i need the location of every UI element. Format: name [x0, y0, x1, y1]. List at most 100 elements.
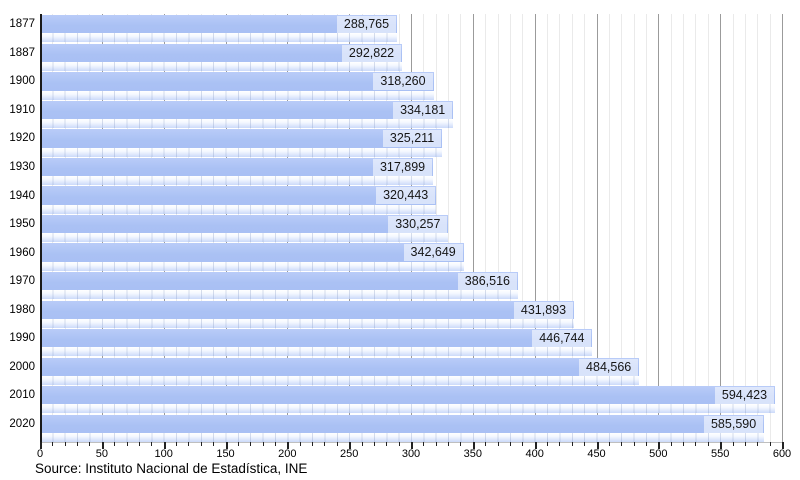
x-tick-major	[472, 442, 475, 449]
x-tick-label-350: 350	[463, 448, 483, 460]
x-tick-label-100: 100	[154, 448, 173, 460]
value-label: 334,181	[393, 101, 453, 119]
x-tick-label-200: 200	[278, 448, 297, 460]
gridline-minor	[683, 14, 685, 442]
value-label: 330,257	[388, 215, 448, 233]
x-tick-major	[40, 442, 42, 449]
bar-gloss	[40, 204, 437, 214]
x-tick-minor	[621, 442, 623, 446]
bar-1980: 431,893	[40, 300, 575, 328]
gridline-minor	[608, 14, 610, 442]
bar-body: 317,899	[40, 157, 434, 177]
gridline-minor	[509, 14, 511, 442]
x-tick-minor	[312, 442, 314, 446]
x-tick-major	[101, 442, 104, 449]
bar-gloss	[40, 233, 449, 243]
x-tick-minor	[460, 442, 462, 446]
value-label: 318,260	[373, 73, 433, 91]
x-tick-minor	[77, 442, 79, 446]
x-tick-label-250: 250	[339, 448, 359, 460]
gridline-major	[472, 14, 474, 442]
year-label-1980: 1980	[9, 303, 35, 316]
gridline-minor	[732, 14, 734, 442]
bar-gloss	[40, 176, 434, 186]
gridline-major	[534, 14, 536, 442]
bar-gloss	[40, 432, 765, 442]
x-tick-label-500: 500	[649, 448, 668, 460]
bar-gloss	[40, 62, 403, 72]
x-tick-minor	[262, 442, 264, 446]
x-tick-minor	[645, 442, 647, 446]
x-tick-major	[596, 442, 599, 449]
bar-1940: 320,443	[40, 186, 437, 214]
bar-gloss	[40, 318, 575, 328]
bar-body: 431,893	[40, 300, 575, 319]
bar-1970: 386,516	[40, 272, 518, 300]
value-label: 585,590	[703, 415, 764, 433]
x-tick-minor	[584, 442, 586, 446]
x-tick-minor	[683, 442, 685, 446]
plot-area: 288,765 292,822 318,260 334,181 325,211 317,8…	[40, 14, 783, 442]
bar-gloss	[40, 347, 593, 357]
bar-body: 386,516	[40, 272, 518, 291]
bar-body: 292,822	[40, 43, 403, 63]
bar-gloss	[40, 404, 776, 414]
x-tick-major	[349, 442, 352, 449]
bar-1990: 446,744	[40, 329, 593, 357]
x-tick-minor	[138, 442, 140, 446]
x-tick-minor	[608, 442, 610, 446]
x-tick-minor	[237, 442, 239, 446]
source-caption: Source: Instituto Nacional de Estadístic…	[35, 461, 308, 476]
x-tick-minor	[361, 442, 363, 446]
bar-gloss	[40, 33, 398, 43]
year-label-2010: 2010	[9, 389, 35, 402]
x-tick-minor	[633, 442, 635, 446]
x-tick-minor	[151, 442, 153, 446]
bar-1887: 292,822	[40, 43, 403, 72]
value-label: 325,211	[382, 130, 442, 148]
year-label-1877: 1877	[9, 18, 35, 31]
value-label: 386,516	[457, 273, 517, 290]
bar-1910: 334,181	[40, 100, 454, 129]
x-tick-major	[163, 442, 166, 449]
x-tick-minor	[670, 442, 672, 446]
x-tick-minor	[373, 442, 375, 446]
gridline-minor	[695, 14, 697, 442]
gridline-minor	[744, 14, 746, 442]
x-tick-major	[287, 442, 290, 449]
value-label: 317,899	[372, 158, 433, 176]
gridline-major	[658, 14, 660, 442]
value-label: 320,443	[376, 187, 436, 205]
x-tick-minor	[769, 442, 771, 446]
x-tick-minor	[448, 442, 450, 446]
x-tick-minor	[744, 442, 746, 446]
x-tick-minor	[336, 442, 338, 446]
bar-gloss	[40, 261, 464, 271]
gridline-minor	[522, 14, 524, 442]
bar-body: 484,566	[40, 357, 640, 376]
bar-body: 320,443	[40, 186, 437, 205]
x-tick-label-600: 600	[772, 448, 792, 460]
gridline-major	[782, 14, 783, 442]
x-tick-minor	[423, 442, 425, 446]
x-tick-label-0: 0	[36, 448, 44, 460]
value-label: 431,893	[513, 301, 574, 319]
bar-1900: 318,260	[40, 72, 434, 100]
value-label: 342,649	[403, 244, 463, 262]
bar-1920: 325,211	[40, 129, 443, 157]
x-tick-minor	[398, 442, 400, 446]
x-tick-minor	[509, 442, 511, 446]
gridline-minor	[670, 14, 672, 442]
bar-gloss	[40, 90, 434, 100]
x-tick-minor	[274, 442, 276, 446]
bar-1950: 330,257	[40, 214, 449, 243]
year-label-2020: 2020	[9, 417, 35, 430]
year-label-1950: 1950	[9, 218, 35, 231]
x-tick-major	[411, 442, 413, 449]
year-label-1920: 1920	[9, 132, 35, 145]
bar-2000: 484,566	[40, 357, 640, 385]
x-tick-minor	[200, 442, 202, 446]
x-tick-minor	[571, 442, 573, 446]
year-label-1940: 1940	[9, 189, 35, 202]
year-label-1970: 1970	[9, 275, 35, 288]
